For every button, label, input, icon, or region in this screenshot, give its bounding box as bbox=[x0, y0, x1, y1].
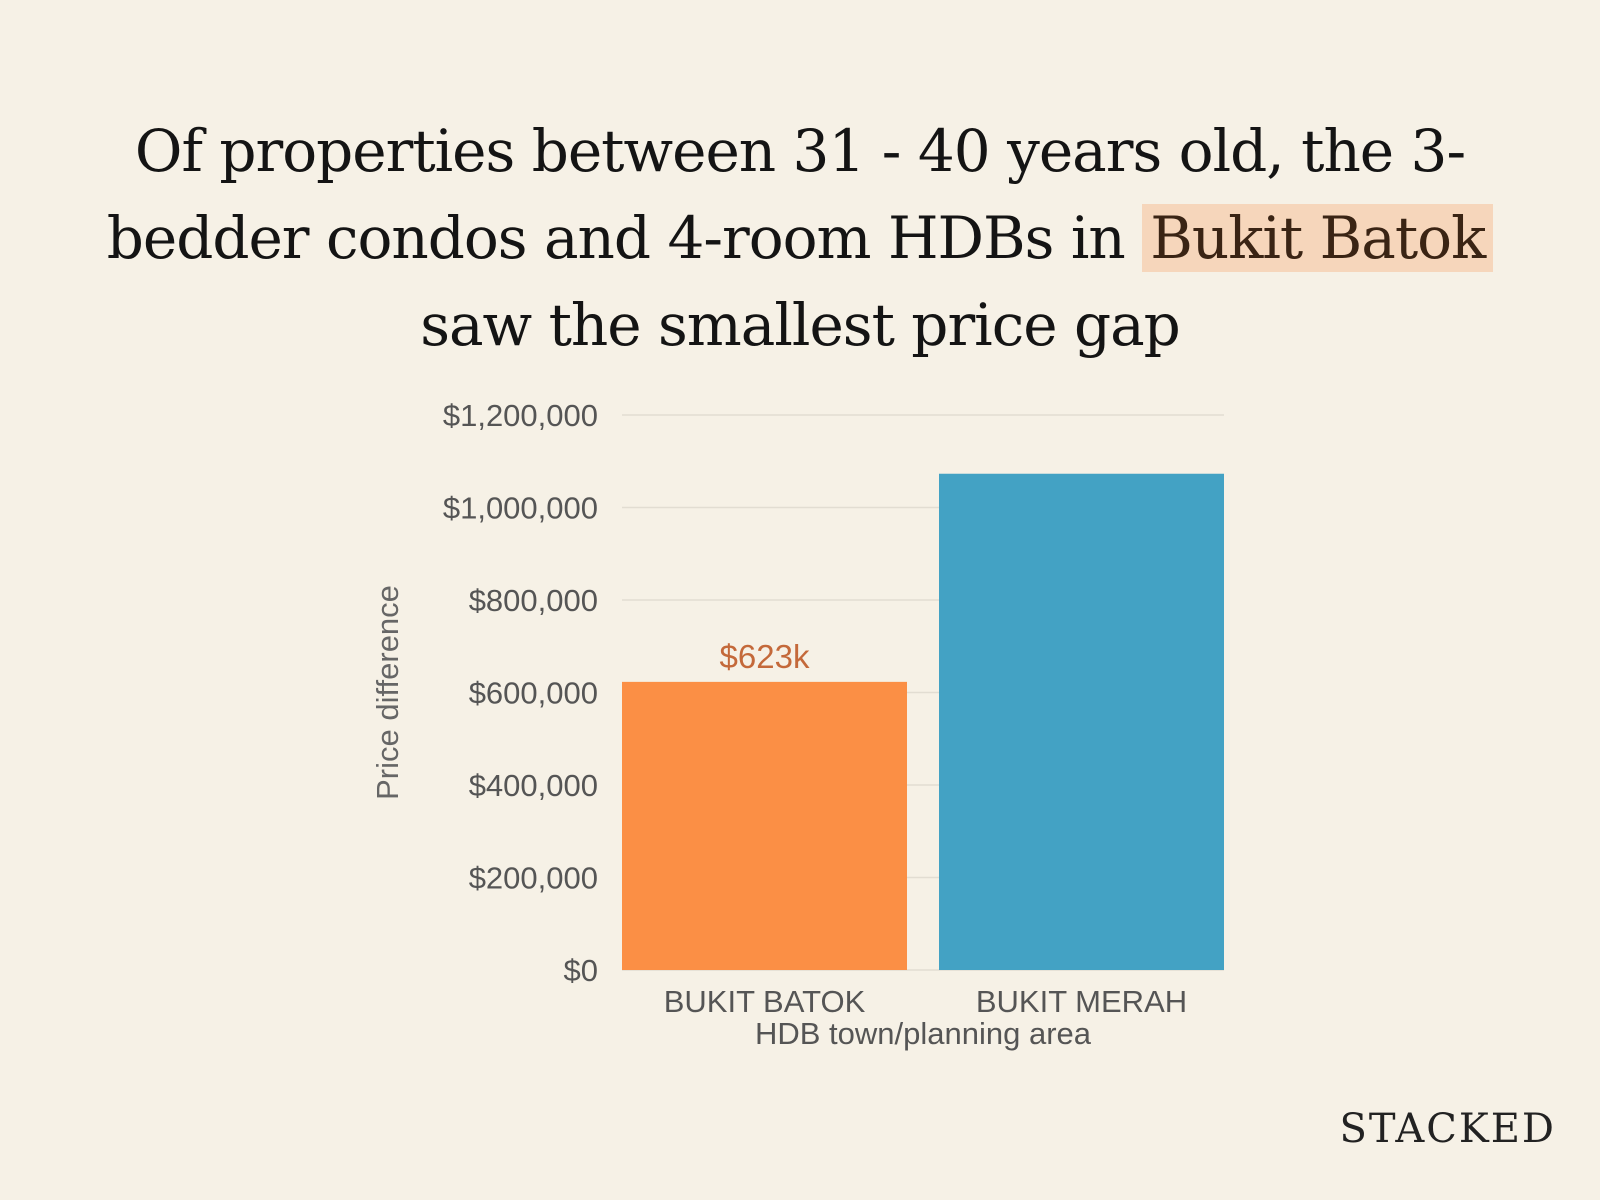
title-highlight: Bukit Batok bbox=[1142, 204, 1494, 272]
title-text-after: saw the smallest price gap bbox=[420, 291, 1181, 359]
y-tick-label: $1,200,000 bbox=[443, 398, 598, 433]
brand-logo: STACKED bbox=[1339, 1106, 1556, 1152]
y-tick-label: $200,000 bbox=[469, 861, 598, 896]
y-tick-label: $400,000 bbox=[469, 768, 598, 803]
y-axis-title: Price difference bbox=[370, 585, 405, 800]
y-tick-label: $1,000,000 bbox=[443, 491, 598, 526]
y-tick-label: $600,000 bbox=[469, 676, 598, 711]
x-axis-title: HDB town/planning area bbox=[755, 1016, 1092, 1051]
bar-bukit-batok bbox=[622, 681, 907, 970]
chart-title: Of properties between 31 - 40 years old,… bbox=[60, 108, 1540, 369]
y-tick-label: $0 bbox=[564, 953, 598, 988]
x-tick-label: BUKIT BATOK bbox=[664, 984, 866, 1019]
x-tick-label: BUKIT MERAH bbox=[976, 984, 1187, 1019]
data-label: $623k bbox=[720, 638, 810, 675]
title-text-before: Of properties between 31 - 40 years old,… bbox=[106, 117, 1466, 272]
bar-bukit-merah bbox=[939, 473, 1224, 970]
y-tick-label: $800,000 bbox=[469, 583, 598, 618]
